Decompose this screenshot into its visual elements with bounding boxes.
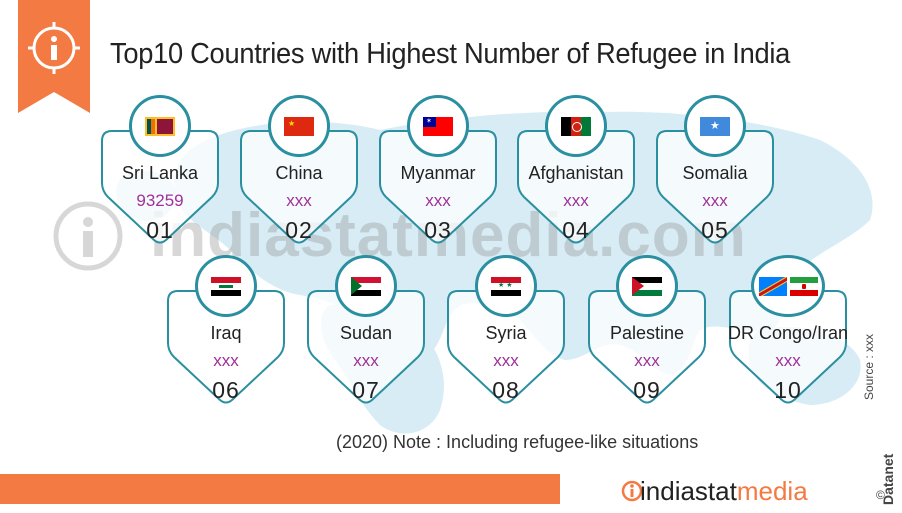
rank-number: 01: [146, 217, 174, 243]
footer-bar: [0, 474, 560, 504]
flag-badge: [751, 255, 825, 317]
country-name: Sri Lanka: [121, 163, 199, 183]
flag-badge: ★ ★: [475, 255, 537, 317]
country-name: Afghanistan: [528, 163, 624, 183]
country-name: China: [275, 163, 323, 183]
refugee-count: xxx: [286, 191, 312, 210]
country-card: DR Congo/Iran xxx 10: [726, 255, 850, 405]
flag-badge: [545, 95, 607, 157]
country-card: Afghanistan xxx 04: [514, 95, 638, 245]
refugee-count: xxx: [634, 351, 660, 370]
refugee-count: 93259: [136, 191, 184, 210]
country-card: ★ China xxx 02: [237, 95, 361, 245]
myanmar-flag-icon: ✶: [423, 116, 453, 136]
somalia-flag-icon: ★: [700, 116, 730, 136]
syria-flag-icon: ★ ★: [491, 276, 521, 296]
country-name: Iraq: [210, 323, 242, 343]
country-card: ★ Somalia xxx 05: [653, 95, 777, 245]
rank-number: 08: [492, 377, 520, 403]
flag-badge: [335, 255, 397, 317]
flag-badge: ★: [684, 95, 746, 157]
country-name: DR Congo/Iran: [727, 323, 849, 343]
watermark-icon: [53, 201, 123, 271]
flag-badge: [129, 95, 191, 157]
china-flag-icon: ★: [284, 116, 314, 136]
country-card: Iraq xxx 06: [164, 255, 288, 405]
rank-number: 04: [562, 217, 590, 243]
rank-number: 05: [701, 217, 729, 243]
country-card: ✶ Myanmar xxx 03: [376, 95, 500, 245]
iraq-flag-icon: [211, 276, 241, 296]
country-name: Somalia: [682, 163, 748, 183]
sri-lanka-flag-icon: [145, 116, 175, 136]
afghanistan-flag-icon: [561, 116, 591, 136]
refugee-count: xxx: [353, 351, 379, 370]
brand-logo-icon: [621, 480, 643, 502]
brand-text-media: media: [736, 476, 808, 506]
sudan-flag-icon: [351, 276, 381, 296]
country-name: Palestine: [609, 323, 685, 343]
refugee-count: xxx: [213, 351, 239, 370]
page-title: Top10 Countries with Highest Number of R…: [110, 38, 791, 70]
copyright-symbol: ©: [876, 488, 885, 502]
rank-number: 02: [285, 217, 313, 243]
country-card: Sudan xxx 07: [304, 255, 428, 405]
country-name: Myanmar: [400, 163, 476, 183]
refugee-count: xxx: [425, 191, 451, 210]
iran-flag-icon: [789, 276, 818, 296]
flag-badge: ✶: [407, 95, 469, 157]
rank-number: 09: [633, 377, 661, 403]
refugee-count: xxx: [563, 191, 589, 210]
drcongo-flag-icon: [758, 276, 787, 296]
rank-number: 06: [212, 377, 240, 403]
footnote: (2020) Note : Including refugee-like sit…: [336, 432, 699, 452]
info-ribbon: [18, 0, 90, 113]
flag-badge: ★: [268, 95, 330, 157]
refugee-count: xxx: [493, 351, 519, 370]
source-label: Source : xxx: [862, 333, 876, 400]
refugee-count: xxx: [775, 351, 801, 370]
country-card: Palestine xxx 09: [585, 255, 709, 405]
brand-logo: indiastatmedia: [640, 476, 808, 507]
country-card: ★ ★ Syria xxx 08: [444, 255, 568, 405]
country-name: Syria: [485, 323, 527, 343]
refugee-count: xxx: [702, 191, 728, 210]
country-card: Sri Lanka 93259 01: [98, 95, 222, 245]
rank-number: 07: [352, 377, 380, 403]
rank-number: 03: [424, 217, 452, 243]
brand-text-indiastat: indiastat: [640, 476, 737, 506]
country-name: Sudan: [339, 323, 393, 343]
palestine-flag-icon: [632, 276, 662, 296]
flag-badge: [195, 255, 257, 317]
flag-badge: [616, 255, 678, 317]
rank-number: 10: [774, 377, 802, 403]
